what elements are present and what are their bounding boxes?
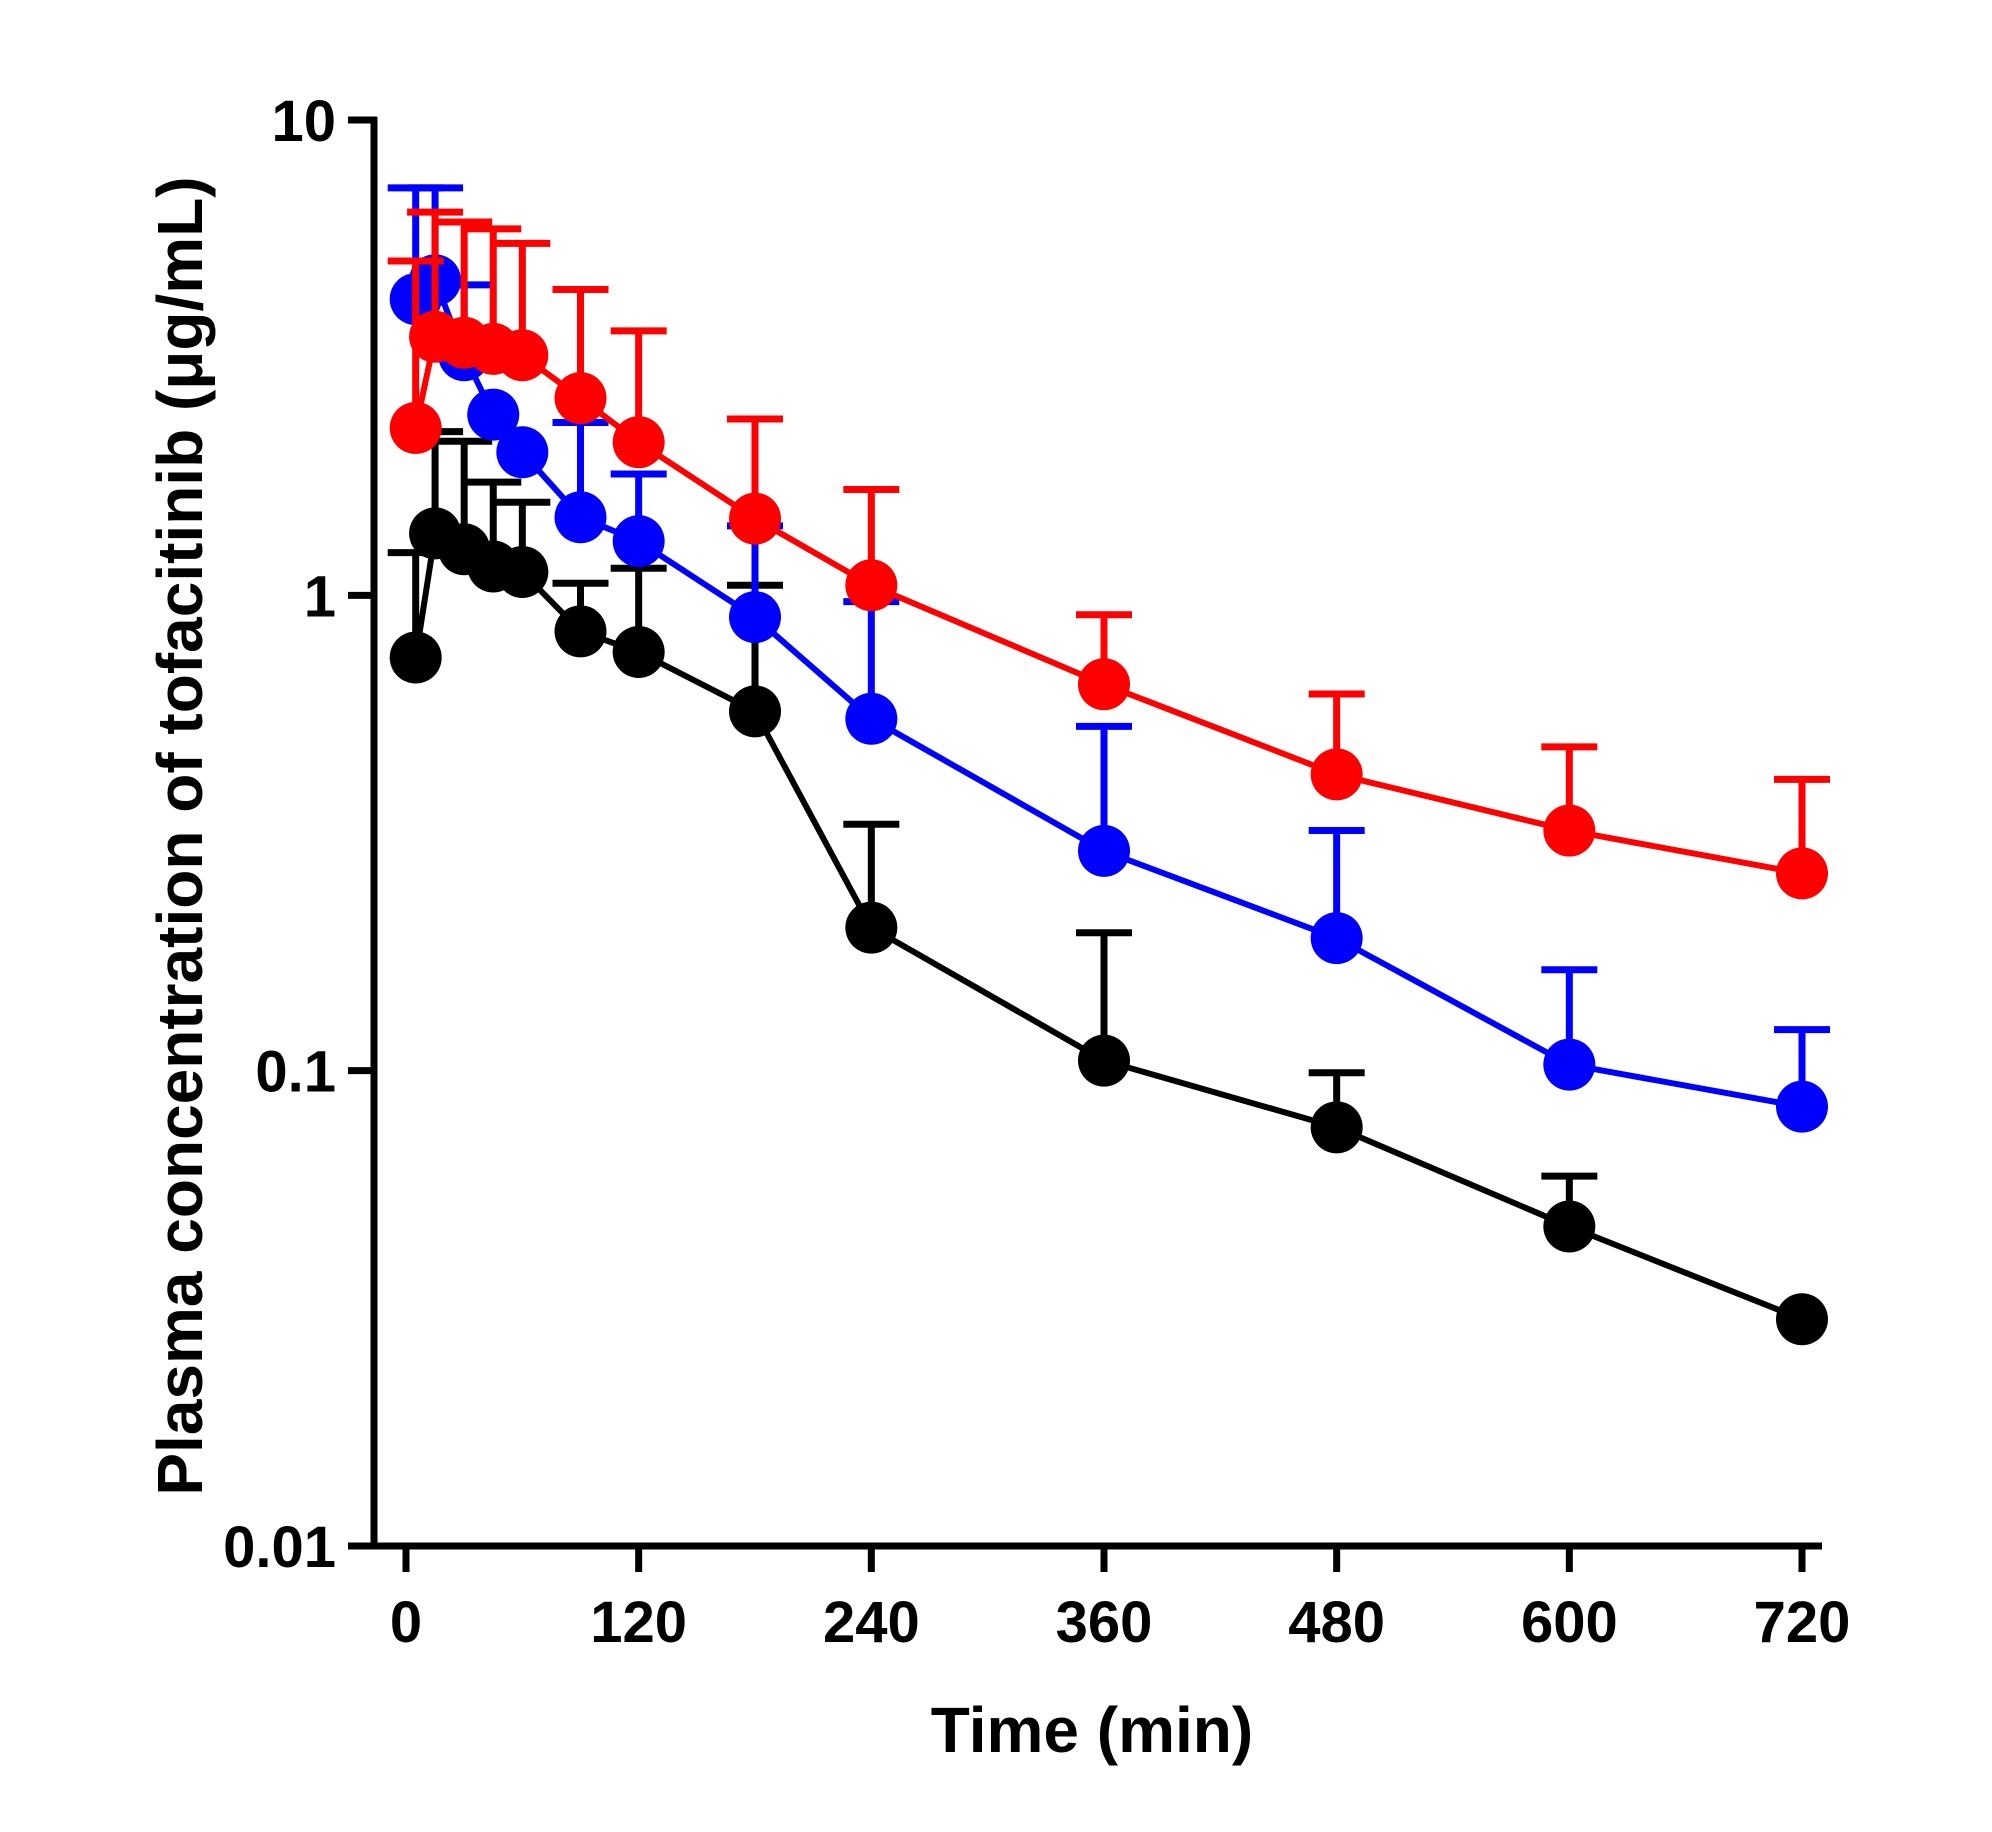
data-point bbox=[845, 559, 898, 612]
data-point bbox=[554, 605, 607, 658]
series-layer bbox=[387, 184, 1830, 1346]
data-point bbox=[729, 492, 781, 545]
data-point bbox=[1776, 1293, 1828, 1346]
axes bbox=[370, 117, 1822, 1550]
series-line bbox=[412, 333, 1803, 877]
data-point bbox=[389, 631, 442, 684]
x-tick-label: 240 bbox=[823, 1590, 920, 1655]
data-point bbox=[1310, 748, 1363, 801]
x-tick-label: 600 bbox=[1521, 1590, 1618, 1655]
x-tick-label: 0 bbox=[390, 1590, 422, 1655]
y-tick-label: 0.01 bbox=[223, 1515, 336, 1580]
x-tick-label: 720 bbox=[1754, 1590, 1851, 1655]
x-tick-label: 480 bbox=[1288, 1590, 1385, 1655]
data-point bbox=[554, 491, 607, 544]
y-ticks: 0.01 0.1 1 10 bbox=[223, 89, 377, 1580]
data-point bbox=[612, 416, 665, 469]
y-tick-label: 1 bbox=[304, 564, 336, 629]
data-point bbox=[496, 426, 549, 479]
x-axis-title: Time (min) bbox=[931, 1694, 1253, 1766]
data-point bbox=[1078, 1034, 1130, 1087]
data-point bbox=[729, 685, 781, 738]
data-point bbox=[1543, 1200, 1596, 1253]
data-point bbox=[554, 372, 607, 425]
data-point bbox=[845, 692, 898, 745]
data-point bbox=[845, 901, 898, 954]
data-point bbox=[1310, 1101, 1363, 1154]
data-point bbox=[389, 401, 442, 454]
series-black-series bbox=[387, 428, 1828, 1346]
data-point bbox=[496, 545, 549, 598]
data-point bbox=[496, 329, 549, 382]
y-axis-title: Plasma concentration of tofacitinib (μg/… bbox=[144, 176, 216, 1495]
series-red-series bbox=[387, 208, 1830, 900]
y-tick-label: 0.1 bbox=[255, 1040, 336, 1105]
x-tick-label: 360 bbox=[1056, 1590, 1153, 1655]
data-point bbox=[1543, 804, 1596, 857]
data-point bbox=[1543, 1038, 1596, 1091]
x-ticks: 0 120 240 360 480 600 720 bbox=[390, 1543, 1851, 1655]
x-tick-label: 120 bbox=[590, 1590, 687, 1655]
data-point bbox=[1078, 658, 1130, 711]
data-point bbox=[1310, 912, 1363, 965]
y-tick-label: 10 bbox=[271, 89, 336, 154]
data-point bbox=[612, 515, 665, 568]
data-point bbox=[729, 591, 781, 644]
data-point bbox=[1078, 824, 1130, 877]
data-point bbox=[1776, 1080, 1828, 1133]
data-point bbox=[467, 388, 520, 441]
data-point bbox=[612, 625, 665, 678]
data-point bbox=[1776, 847, 1828, 900]
